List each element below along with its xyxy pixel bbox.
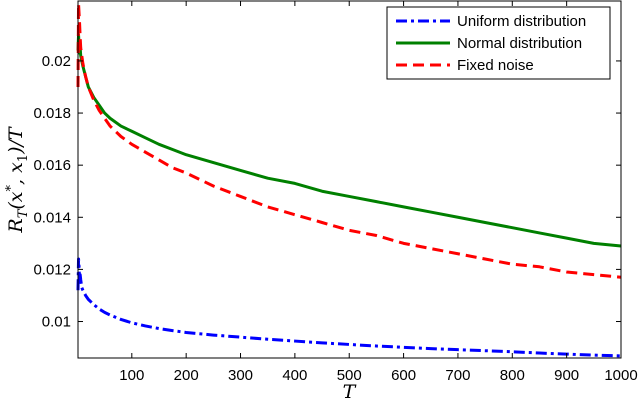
y-tick-label: 0.02 [42,53,71,70]
legend: Uniform distribution Normal distribution F… [386,6,611,80]
y-tick-label: 0.012 [33,261,71,278]
y-tick-label: 0.014 [33,209,71,226]
x-tick-label: 500 [337,367,362,384]
legend-label-1: Normal distribution [457,35,582,52]
ticks-layer: 100 200 300 400 500 600 700 800 900 1000 0.01 0.012… [33,1,638,384]
x-tick-label: 400 [282,367,307,384]
legend-label-2: Fixed noise [457,57,534,74]
series-line-2 [76,2,622,279]
y-tick-label: 0.018 [33,105,71,122]
x-tick-label: 200 [174,367,199,384]
legend-label-0: Uniform distribution [457,13,586,30]
x-tick-label: 600 [391,367,416,384]
x-tick-label: 700 [445,367,470,384]
x-axis-label: T [343,381,357,401]
x-tick-label: 100 [119,367,144,384]
y-tick-label: 0.01 [42,314,71,331]
y-tick-label: 0.016 [33,157,71,174]
x-tick-label: 900 [554,367,579,384]
y-axis-label: RT(x*, x1)/T [4,126,31,234]
x-tick-label: 800 [500,367,525,384]
series-line-0 [76,257,622,358]
series-layer [76,2,622,358]
x-tick-label: 300 [228,367,253,384]
x-tick-label: 1000 [604,367,637,384]
